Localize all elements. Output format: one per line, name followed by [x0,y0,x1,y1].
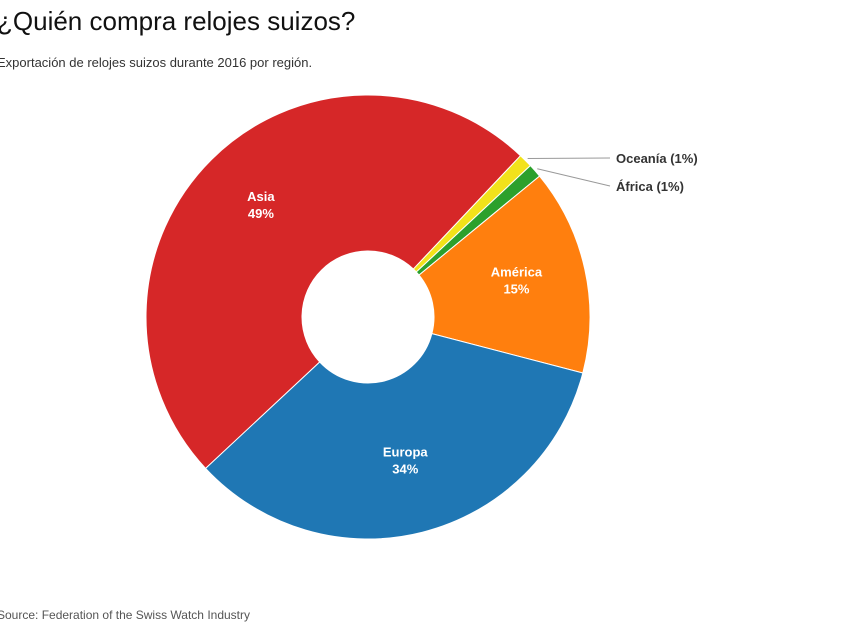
slice-label-america: América [491,264,543,279]
slice-value-europa: 34% [392,461,418,476]
chart-source: Source: Federation of the Swiss Watch In… [0,608,251,622]
callout-label-africa: África (1%) [616,179,684,194]
slice-asia [145,94,522,470]
slice-label-asia: Asia [247,189,275,204]
slice-america [418,175,591,374]
donut-chart: Asia 49% Oceanía (1%) África (1%) América 15%… [145,94,698,540]
callout-label-oceania: Oceanía (1%) [616,151,698,166]
slice-value-asia: 49% [248,206,274,221]
callout-line-africa [537,168,611,187]
chart-title: ¿Quién compra relojes suizos? [0,6,356,36]
slice-europa [204,333,584,540]
slice-label-europa: Europa [383,444,429,459]
slice-value-america: 15% [503,281,529,296]
chart-subtitle: Exportación de relojes suizos durante 20… [0,55,313,70]
